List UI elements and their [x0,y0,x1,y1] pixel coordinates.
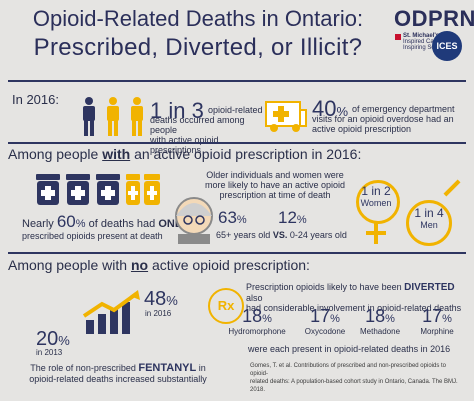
drug-hydromorphone: 18% Hydromorphone [228,306,286,336]
people-icons [83,97,143,136]
divider [8,252,466,254]
drug-morphine: 17% Morphine [420,306,454,336]
section1-label: In 2016: [12,92,59,107]
pill-bottles-icon [36,174,160,205]
rx-icon: Rx [208,288,244,324]
bottles-stat: Nearly 60% of deaths had ONLY [22,212,188,231]
drug-oxycodone: 17% Oxycodone [304,306,346,336]
bottles-stat-line2: prescribed opioids present at death [22,231,163,241]
section3-heading: Among people with no active opioid presc… [8,257,310,273]
stat2-text: of emergency department visits for an op… [312,104,455,134]
bottle-navy-icon [96,174,120,205]
older-person-icon [175,197,213,244]
bottle-gold-icon [126,174,140,205]
bottle-navy-icon [36,174,60,205]
stat2: 40% [312,96,349,121]
stat-2016-year: in 2016 [145,309,172,318]
drugs-caption: were each present in opioid-related deat… [248,344,451,354]
men-stat: 1 in 4 Men [414,206,444,230]
women-stat: 1 in 2 Women [360,184,392,208]
person-navy-icon [83,97,95,136]
page-title: Opioid-Related Deaths in Ontario: Prescr… [32,6,364,61]
older-text: Older individuals and women were more li… [204,170,346,200]
bottle-navy-icon [66,174,90,205]
bottle-gold-icon [144,174,160,205]
person-gold-icon [131,97,143,136]
odprn-logo: ODPRN [394,6,474,31]
female-symbol-bar [366,231,386,235]
age2-stat: 12% [278,208,307,227]
male-symbol-icon [406,200,452,246]
section2-heading: Among people with an active opioid presc… [8,146,362,162]
citation: Gomes, T. et al. Contributions of prescr… [250,363,458,393]
drug-methadone: 18% Methadone [359,306,401,336]
fentanyl-text: The role of non-prescribed FENTANYL in o… [29,362,207,385]
person-gold-icon [107,97,119,136]
diverted-text: Prescription opioids likely to have been… [246,282,462,313]
divider [8,142,466,144]
ambulance-icon [265,101,307,132]
st-michaels-logo: St. Michael's Inspired Care. Inspiring S… [403,33,451,51]
stat-2013-year: in 2013 [36,348,63,357]
divider [8,80,466,82]
trend-up-icon [82,290,140,334]
age1-stat: 63% [218,208,247,227]
stat1-text: opioid-related deaths occurred among peo… [150,105,263,155]
male-symbol-arrow [443,179,461,197]
stat1-number: 1 in 3 [150,98,204,123]
female-symbol-icon [356,180,400,224]
st-michaels-icon [395,34,401,40]
age-caption: 65+ years old VS. 0-24 years old [216,230,347,240]
stat-2016: 48% [144,288,178,310]
ices-logo: ICES [432,31,462,61]
stat-2013: 20% [36,328,70,350]
